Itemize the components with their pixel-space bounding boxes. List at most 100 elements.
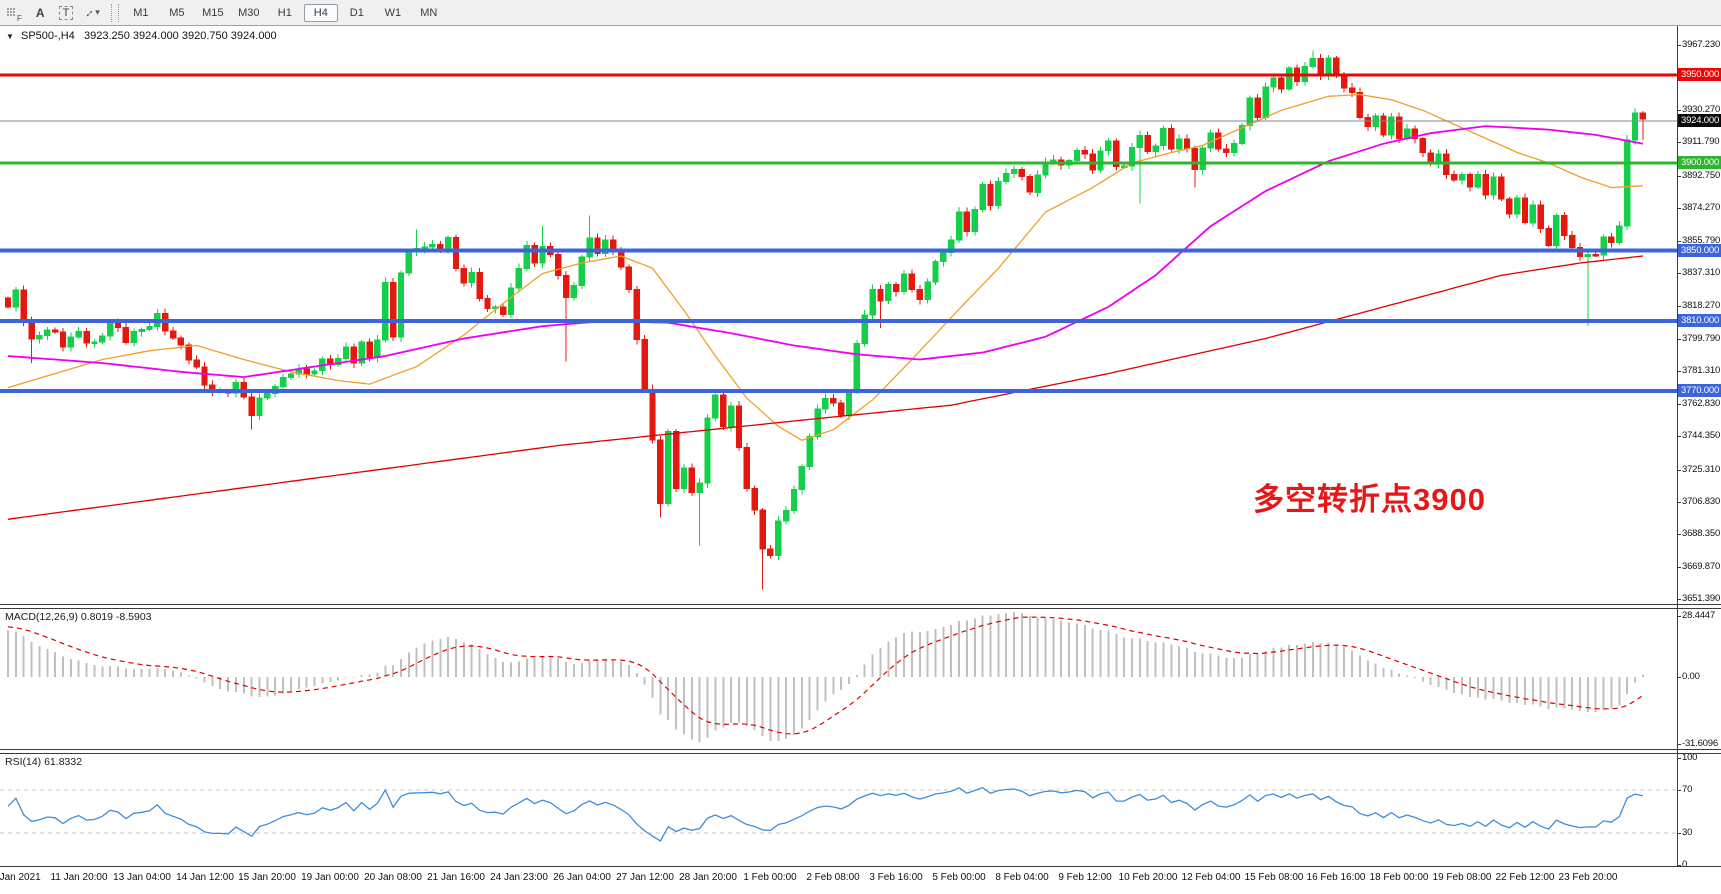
price-tick [1677, 599, 1681, 600]
price-tick [1677, 176, 1681, 177]
macd-signal-line [7, 616, 1644, 735]
macd-histogram [7, 612, 1644, 743]
price-tick-label: 3688.350 [1682, 528, 1721, 539]
timeframe-button-H4[interactable]: H4 [303, 3, 338, 22]
time-axis-label: 19 Feb 08:00 [1432, 872, 1492, 883]
price-tick-label: 3669.870 [1682, 561, 1721, 572]
price-tick-label: 3855.790 [1682, 235, 1721, 246]
level-price-label-3850.000: 3850.000 [1678, 244, 1721, 257]
price-annotation: 多空转折点3900 [1253, 482, 1486, 517]
macd-panel[interactable] [0, 608, 1677, 751]
time-axis-label: 12 Feb 04:00 [1181, 872, 1241, 883]
toolbar-separator [110, 3, 119, 22]
price-tick-label: 3874.270 [1682, 202, 1721, 213]
timeframe-button-W1[interactable]: W1 [384, 6, 402, 19]
rsi-axis-label: 30 [1682, 827, 1693, 838]
time-axis-label: 21 Jan 16:00 [427, 872, 485, 883]
rsi-axis-label: 70 [1682, 784, 1693, 795]
rsi-tick [1677, 790, 1681, 791]
price-tick-label: 3781.310 [1682, 365, 1721, 376]
text-tool-label: T [58, 5, 74, 20]
rsi-axis-label: 0 [1682, 859, 1688, 870]
timeframe-button-M30[interactable]: M30 [238, 6, 260, 19]
price-tick [1677, 502, 1681, 503]
time-axis-label: 24 Jan 23:00 [490, 872, 548, 883]
price-tick [1677, 208, 1681, 209]
timeframe-button-MN[interactable]: MN [420, 6, 438, 19]
chart-plot-area[interactable] [0, 26, 1677, 605]
price-tick [1677, 404, 1681, 405]
price-tick-label: 3706.830 [1682, 496, 1721, 507]
price-tick-label: 3911.790 [1682, 136, 1720, 147]
time-axis-label: 15 Feb 08:00 [1244, 872, 1304, 883]
chart-ohlc-readout: ▼ SP500-,H4 3923.250 3924.000 3920.750 3… [6, 30, 277, 42]
price-tick-label: 3762.830 [1682, 398, 1721, 409]
time-axis-label: 3 Feb 16:00 [869, 872, 923, 883]
level-price-label-3810.000: 3810.000 [1678, 314, 1721, 327]
drag-dots-icon [7, 8, 16, 17]
time-axis-label: 13 Jan 04:00 [113, 872, 171, 883]
price-tick-label: 3744.350 [1682, 430, 1721, 441]
collapse-triangle-icon[interactable]: ▼ [6, 32, 14, 41]
cursor-arrows-button[interactable]: ↕ ▾ [83, 3, 103, 23]
timeframe-button-group: M1 M5 M15 M30 H1 H4 D1 W1 MN [123, 3, 447, 22]
objects-grid-icon[interactable]: F [4, 3, 25, 23]
price-tick [1677, 241, 1681, 242]
macd-title: MACD(12,26,9) 0.8019 -8.5903 [5, 611, 152, 623]
time-axis-label: 23 Feb 20:00 [1558, 872, 1618, 883]
ma-fast-line [7, 93, 1643, 442]
time-axis-label: 15 Jan 20:00 [238, 872, 296, 883]
time-axis-label: 26 Jan 04:00 [553, 872, 611, 883]
symbol-label: SP500-,H4 [20, 30, 75, 42]
price-tick [1677, 110, 1681, 111]
price-tick [1677, 273, 1681, 274]
price-tick-label: 3967.230 [1682, 39, 1721, 50]
price-tick [1677, 306, 1681, 307]
time-axis-label: 1 Feb 00:00 [743, 872, 797, 883]
time-axis-label: 5 Feb 00:00 [932, 872, 986, 883]
price-tick-label: 3892.750 [1682, 170, 1721, 181]
ma-mid-line [7, 125, 1644, 379]
rsi-title: RSI(14) 61.8332 [5, 756, 83, 768]
ma-slow-line [7, 255, 1643, 520]
price-axis-border [1677, 26, 1678, 866]
time-axis-border [0, 866, 1721, 867]
time-axis-label: 2 Feb 08:00 [806, 872, 860, 883]
level-price-label-3950.000: 3950.000 [1678, 68, 1721, 81]
timeframe-button-D1[interactable]: D1 [349, 6, 364, 19]
text-tool-button[interactable]: T [56, 3, 77, 23]
rsi-tick [1677, 865, 1681, 866]
rsi-axis-label: 100 [1682, 752, 1698, 763]
price-tick-label: 3930.270 [1682, 104, 1721, 115]
timeframe-button-M15[interactable]: M15 [202, 6, 224, 19]
timeframe-button-M5[interactable]: M5 [169, 6, 185, 19]
time-axis-label: 19 Jan 00:00 [301, 872, 359, 883]
time-axis-label: 22 Feb 12:00 [1495, 872, 1555, 883]
panel-divider[interactable] [0, 749, 1721, 754]
time-axis-label: 28 Jan 20:00 [679, 872, 737, 883]
time-axis-label: 8 Feb 04:00 [995, 872, 1049, 883]
macd-axis-label: 28.4447 [1682, 610, 1715, 621]
timeframe-button-H1[interactable]: H1 [277, 6, 292, 19]
price-tick-label: 3651.390 [1682, 593, 1721, 604]
price-tick [1677, 371, 1681, 372]
chevron-down-icon: ▾ [95, 7, 100, 17]
time-axis-label: 10 Feb 20:00 [1118, 872, 1178, 883]
level-price-label-3924.000: 3924.000 [1678, 114, 1721, 127]
price-tick [1677, 436, 1681, 437]
time-axis-label: 20 Jan 08:00 [364, 872, 422, 883]
rsi-panel[interactable] [0, 753, 1677, 866]
toolbar: F A T ↕ ▾ M1 M5 M15 M30 H1 H4 D1 W1 MN [0, 0, 1721, 26]
price-tick [1677, 339, 1681, 340]
rsi-tick [1677, 758, 1681, 759]
panel-divider[interactable] [0, 604, 1721, 609]
font-tool-button[interactable]: A [33, 3, 48, 23]
timeframe-button-M1[interactable]: M1 [133, 6, 149, 19]
macd-tick [1677, 744, 1681, 745]
time-axis-label: 18 Feb 00:00 [1369, 872, 1429, 883]
level-price-label-3900.000: 3900.000 [1678, 156, 1721, 169]
time-axis-label: 14 Jan 12:00 [176, 872, 234, 883]
macd-tick [1677, 616, 1681, 617]
rsi-tick [1677, 833, 1681, 834]
